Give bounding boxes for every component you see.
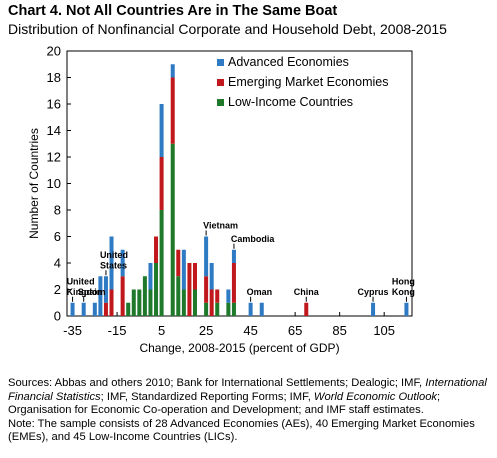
histogram-chart: 0 2 4 6 8 10 12 14 16 18 20 -35 -15 5 25 45 65 85 105 Chang…: [27, 44, 415, 356]
annotation-china: China: [294, 287, 320, 297]
y-tick-label: 4: [54, 256, 61, 271]
x-tick-label: 85: [332, 323, 346, 338]
sources-text-3: ; Organisation for Economic Co-operation…: [8, 390, 441, 417]
legend-label-emerging-market-economies: Emerging Market Economies: [228, 75, 388, 89]
bar-low-income-countries: [126, 302, 131, 316]
legend-swatch-emerging-market-economies: [217, 79, 224, 86]
chart-title: Chart 4. Not All Countries Are in The Sa…: [8, 3, 338, 19]
bar-advanced-economies: [231, 249, 236, 263]
x-tick-label: -15: [108, 323, 127, 338]
x-tick-label: -35: [63, 323, 82, 338]
bar-emerging-market-economies: [154, 236, 159, 263]
legend-swatch-low-income-countries: [217, 99, 224, 106]
bar-advanced-economies: [259, 302, 264, 316]
bar-low-income-countries: [137, 289, 142, 316]
bar-advanced-economies: [109, 236, 114, 290]
annotation-oman: Oman: [247, 287, 273, 297]
x-tick-label: 105: [373, 323, 395, 338]
bar-advanced-economies: [248, 302, 253, 316]
y-axis-label: Number of Countries: [27, 128, 41, 239]
y-tick-label: 2: [54, 282, 61, 297]
bar-advanced-economies: [70, 302, 75, 316]
bar-emerging-market-economies: [109, 289, 114, 316]
plot-frame: [66, 50, 413, 317]
y-tick-label: 8: [54, 203, 61, 218]
x-axis-label: Change, 2008-2015 (percent of GDP): [139, 341, 339, 355]
bar-low-income-countries: [226, 302, 231, 316]
bar-emerging-market-economies: [170, 77, 175, 144]
bar-advanced-economies: [204, 236, 209, 277]
y-tick-label: 20: [47, 44, 61, 59]
bar-advanced-economies: [92, 302, 97, 316]
legend-swatch-advanced-economies: [217, 59, 224, 66]
bar-emerging-market-economies: [187, 263, 192, 316]
sources-weo: World Economic Outlook: [313, 390, 438, 403]
bar-emerging-market-economies: [304, 302, 309, 316]
bar-advanced-economies: [209, 263, 214, 290]
bar-low-income-countries: [154, 263, 159, 316]
annotation-vietnam: Vietnam: [203, 221, 238, 231]
sample-note: Note: The sample consists of 28 Advanced…: [8, 417, 475, 444]
bar-low-income-countries: [215, 302, 220, 316]
bar-emerging-market-economies: [192, 263, 197, 290]
bar-emerging-market-economies: [120, 276, 125, 316]
bar-emerging-market-economies: [209, 289, 214, 316]
annotation-spain: Spain: [78, 287, 103, 297]
y-tick-label: 16: [47, 97, 61, 112]
bar-low-income-countries: [192, 289, 197, 316]
sources-text-1: Sources: Abbas and others 2010; Bank for…: [8, 377, 426, 389]
x-tick-label: 65: [288, 323, 302, 338]
annotation-united-kingdom: United Kingdom: [67, 276, 106, 297]
x-tick-label: 45: [243, 323, 257, 338]
bar-emerging-market-economies: [103, 302, 108, 316]
y-tick-label: 10: [47, 176, 61, 191]
sources-text-2: ; IMF, Standardized Reporting Forms; IMF…: [100, 390, 314, 403]
sources-ifs: International Financial Statistics: [8, 377, 487, 403]
bar-advanced-economies: [181, 249, 186, 290]
bar-low-income-countries: [181, 289, 186, 316]
bar-low-income-countries: [176, 276, 181, 316]
annotation-united-states: United States: [100, 250, 128, 271]
bar-emerging-market-economies: [231, 263, 236, 303]
legend-label-advanced-economies: Advanced Economies: [228, 55, 349, 69]
x-tick-label: 25: [199, 323, 213, 338]
bar-emerging-market-economies: [176, 249, 181, 277]
bar-advanced-economies: [81, 302, 86, 316]
y-tick-label: 6: [54, 229, 61, 244]
bar-advanced-economies: [404, 302, 409, 316]
bar-advanced-economies: [148, 263, 153, 290]
x-tick-label: 5: [158, 323, 165, 338]
bar-low-income-countries: [231, 302, 236, 316]
y-tick-label: 18: [47, 70, 61, 85]
bar-advanced-economies: [371, 302, 376, 316]
sources-note: Sources: Abbas and others 2010; Bank for…: [8, 377, 494, 445]
y-tick-label: 14: [47, 123, 61, 138]
chart-subtitle: Distribution of Nonfinancial Corporate a…: [8, 21, 447, 37]
bar-low-income-countries: [142, 276, 147, 316]
annotation-cyprus: Cyprus: [358, 287, 389, 297]
bar-advanced-economies: [103, 276, 108, 303]
legend-label-low-income-countries: Low-Income Countries: [228, 95, 353, 109]
y-tick-label: 12: [47, 150, 61, 165]
y-tick-label: 0: [54, 309, 61, 324]
bar-advanced-economies: [120, 249, 125, 277]
bar-low-income-countries: [131, 289, 136, 316]
bar-advanced-economies: [226, 289, 231, 303]
bar-low-income-countries: [159, 210, 164, 316]
bar-low-income-countries: [148, 289, 153, 316]
bar-low-income-countries: [170, 143, 175, 316]
bar-emerging-market-economies: [204, 276, 209, 303]
bar-advanced-economies: [170, 64, 175, 78]
annotation-hong-kong: Hong Kong: [392, 276, 415, 297]
bar-low-income-countries: [204, 302, 209, 316]
bar-emerging-market-economies: [159, 157, 164, 210]
annotation-cambodia: Cambodia: [231, 234, 276, 244]
bar-advanced-economies: [98, 276, 103, 316]
bar-advanced-economies: [159, 104, 164, 157]
bar-emerging-market-economies: [215, 289, 220, 303]
